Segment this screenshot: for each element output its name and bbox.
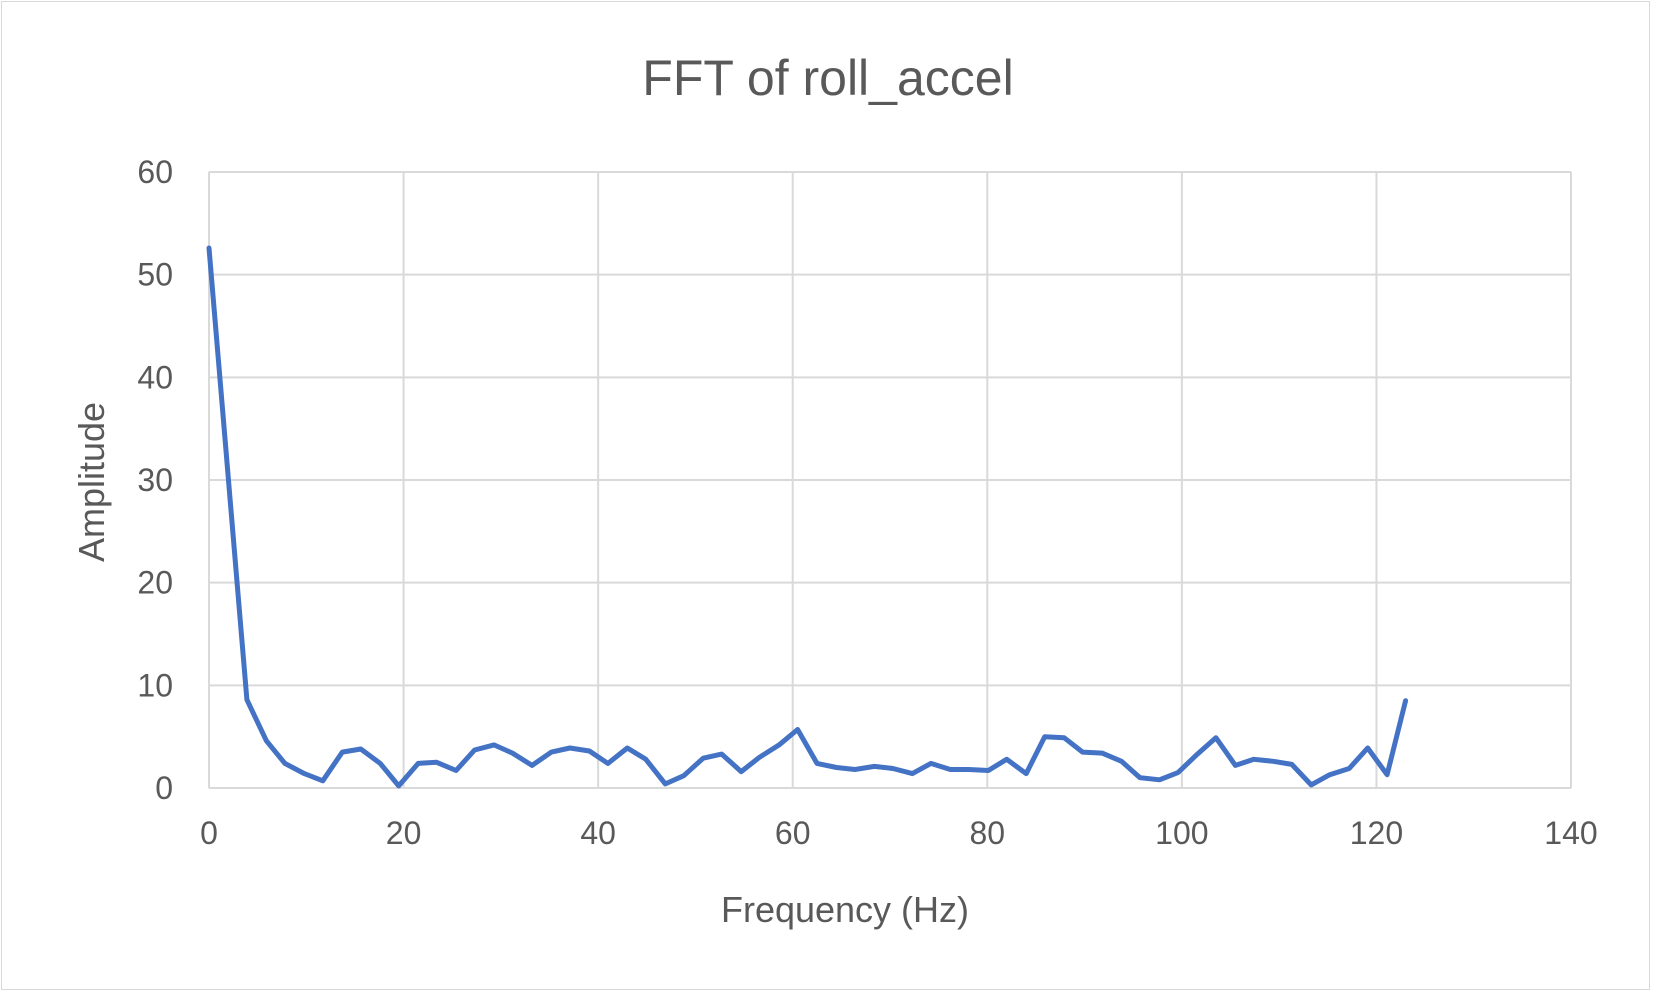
x-tick-label: 40 xyxy=(580,815,616,851)
y-tick-label: 10 xyxy=(137,667,173,703)
gridlines xyxy=(208,171,1572,789)
x-tick-label: 80 xyxy=(969,815,1005,851)
x-axis-title: Frequency (Hz) xyxy=(721,889,969,930)
y-axis-title: Amplitude xyxy=(71,402,112,562)
y-tick-label: 40 xyxy=(137,359,173,395)
y-tick-label: 50 xyxy=(137,257,173,293)
y-tick-label: 60 xyxy=(137,154,173,190)
series-line xyxy=(206,245,1409,789)
x-tick-label: 140 xyxy=(1544,815,1597,851)
series-layer xyxy=(206,245,1409,789)
y-tick-label: 20 xyxy=(137,565,173,601)
x-tick-label: 100 xyxy=(1155,815,1208,851)
x-tick-label: 60 xyxy=(775,815,811,851)
x-tick-label: 120 xyxy=(1350,815,1403,851)
x-tick-label: 0 xyxy=(200,815,218,851)
y-tick-label: 30 xyxy=(137,462,173,498)
tick-labels: 0 10 20 30 40 50 60 0 20 40 60 80 100 120 140 xyxy=(137,154,1597,851)
chart-title: FFT of roll_accel xyxy=(642,50,1013,106)
y-tick-label: 0 xyxy=(155,770,173,806)
x-tick-label: 20 xyxy=(386,815,422,851)
